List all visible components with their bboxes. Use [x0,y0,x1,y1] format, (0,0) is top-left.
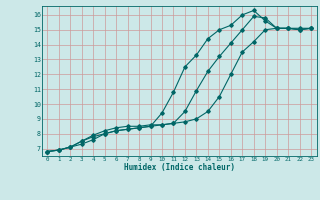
X-axis label: Humidex (Indice chaleur): Humidex (Indice chaleur) [124,163,235,172]
